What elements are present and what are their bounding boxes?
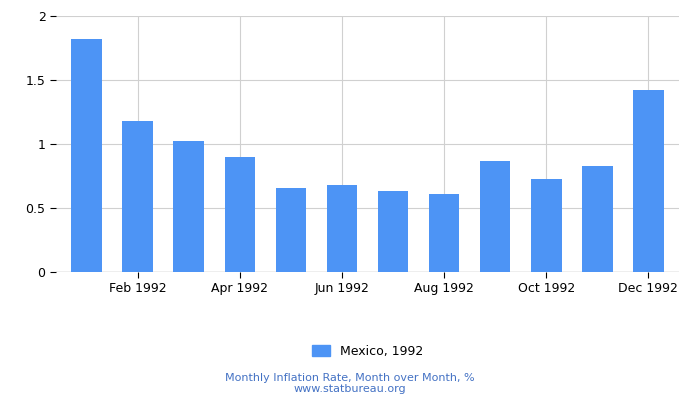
Bar [582, 166, 612, 272]
Bar [276, 188, 306, 272]
Bar [327, 185, 357, 272]
Bar [71, 39, 102, 272]
Bar [429, 194, 459, 272]
Bar [378, 191, 408, 272]
Legend: Mexico, 1992: Mexico, 1992 [307, 340, 428, 363]
Bar [122, 121, 153, 272]
Bar [633, 90, 664, 272]
Text: www.statbureau.org: www.statbureau.org [294, 384, 406, 394]
Bar [225, 157, 256, 272]
Text: Monthly Inflation Rate, Month over Month, %: Monthly Inflation Rate, Month over Month… [225, 373, 475, 383]
Bar [480, 161, 510, 272]
Bar [174, 142, 204, 272]
Bar [531, 178, 561, 272]
